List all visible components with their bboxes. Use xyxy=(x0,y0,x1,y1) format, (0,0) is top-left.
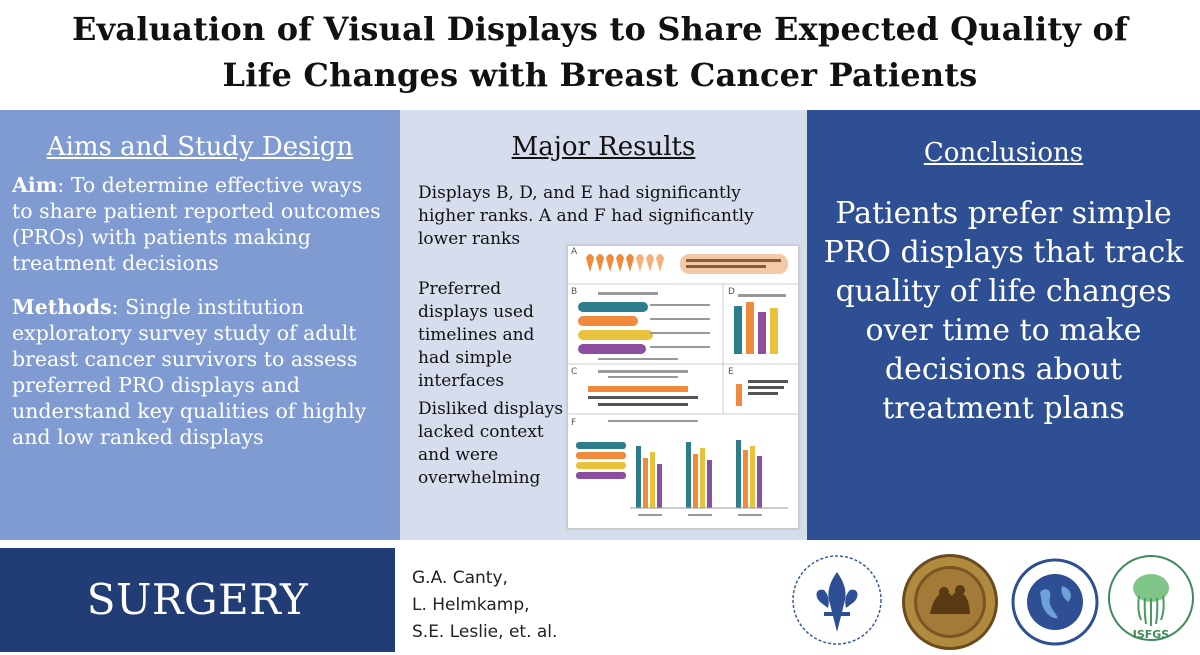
thumb-label-b: B xyxy=(571,287,578,297)
aim-text: : To determine effective ways to share p… xyxy=(12,173,381,275)
thumbnail-graphics xyxy=(568,254,798,516)
thumb-label-a: A xyxy=(571,247,578,257)
results-para-2: Preferred displays used timelines and ha… xyxy=(418,279,535,391)
university-society-logo xyxy=(792,555,882,645)
ribbon-icon xyxy=(586,254,664,272)
thumb-label-e: E xyxy=(728,367,734,377)
author-1: G.A. Canty, xyxy=(412,568,508,588)
title-block: Evaluation of Visual Displays to Share E… xyxy=(0,0,1200,108)
author-3: S.E. Leslie, et. al. xyxy=(412,622,558,642)
central-surgical-association-seal xyxy=(902,554,998,650)
journal-name: SURGERY xyxy=(86,575,309,624)
results-heading: Major Results xyxy=(511,132,696,162)
thumb-label-d: D xyxy=(728,287,735,297)
isfgs-logo xyxy=(1108,555,1194,641)
isfgs-label: ISFGS xyxy=(1132,628,1170,641)
conclusions-heading: Conclusions xyxy=(923,138,1084,168)
conclusions-text: Patients prefer simple PRO displays that… xyxy=(823,196,1184,426)
thumb-label-c: C xyxy=(571,367,578,377)
aim-paragraph: Aim: To determine effective ways to shar… xyxy=(12,172,388,276)
thumb-label-f: F xyxy=(571,418,577,428)
title-line-1: Evaluation of Visual Displays to Share E… xyxy=(72,10,1128,48)
author-list: G.A. Canty, L. Helmkamp, S.E. Leslie, et… xyxy=(412,565,557,646)
aims-heading: Aims and Study Design xyxy=(46,132,354,162)
methods-text: : Single institution exploratory survey … xyxy=(12,295,367,449)
conclusions-panel: Conclusions Patients prefer simple PRO d… xyxy=(807,110,1200,540)
title-line-2: Life Changes with Breast Cancer Patients xyxy=(222,56,978,94)
journal-banner: SURGERY xyxy=(0,548,395,652)
endocrine-surgeons-logo xyxy=(1011,558,1099,646)
methods-label: Methods xyxy=(12,295,112,319)
results-para-1: Displays B, D, and E had significantly h… xyxy=(418,183,754,249)
displays-thumbnail: A B C D E F xyxy=(567,245,799,529)
results-para-3: Disliked displays lacked context and wer… xyxy=(418,399,564,488)
page-title: Evaluation of Visual Displays to Share E… xyxy=(0,0,1200,98)
methods-paragraph: Methods: Single institution exploratory … xyxy=(12,294,388,450)
aim-label: Aim xyxy=(12,173,58,197)
aims-panel: Aims and Study Design Aim: To determine … xyxy=(0,110,400,540)
author-2: L. Helmkamp, xyxy=(412,595,530,615)
